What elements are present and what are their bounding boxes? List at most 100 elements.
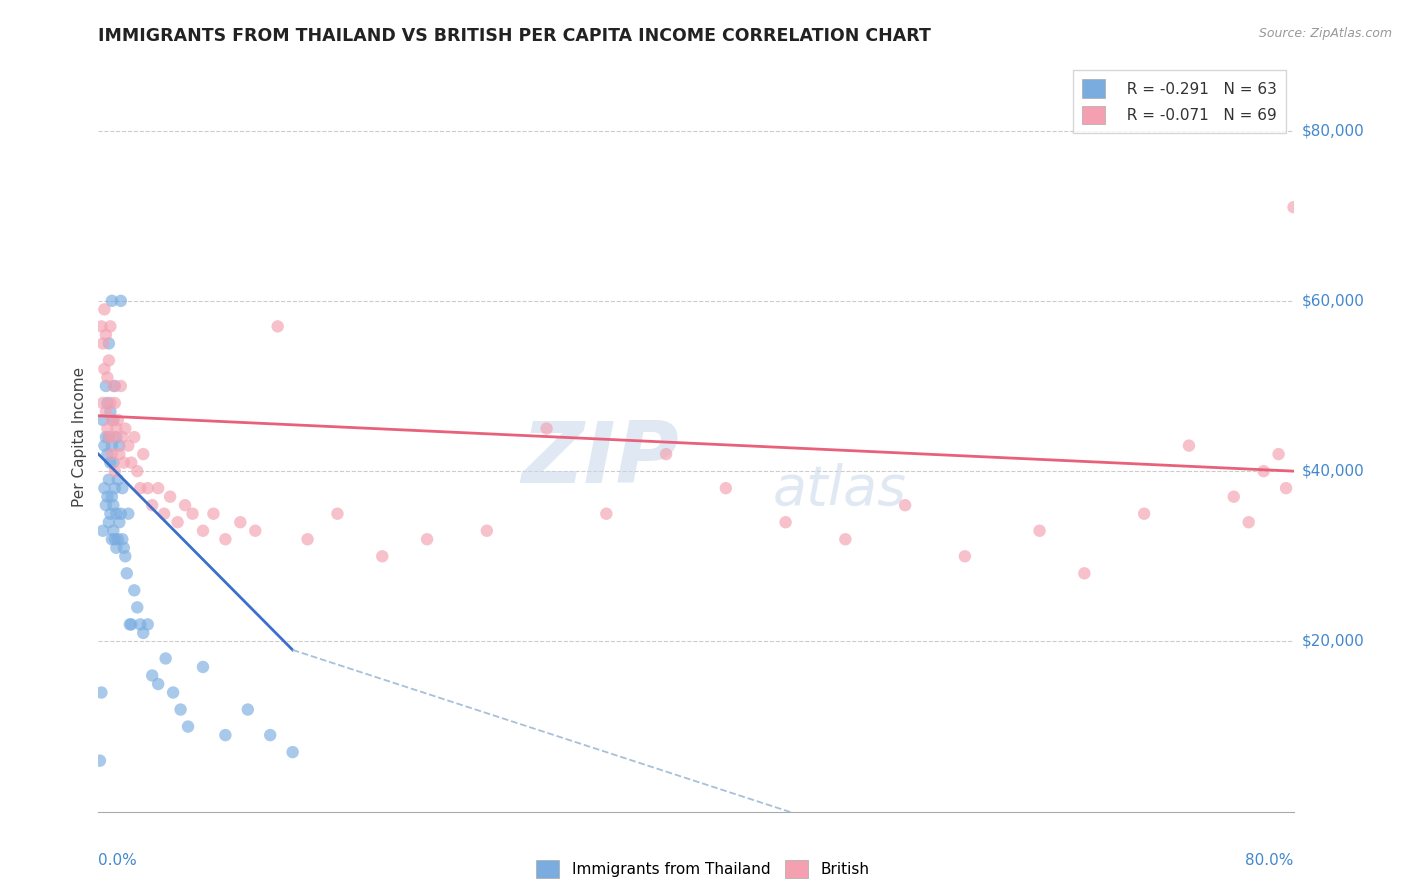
Point xyxy=(103,456,125,470)
Point xyxy=(110,379,132,393)
Point xyxy=(166,515,188,529)
Point xyxy=(120,617,142,632)
Point xyxy=(97,430,120,444)
Point xyxy=(101,293,124,308)
Point xyxy=(93,302,115,317)
Point xyxy=(834,533,856,547)
Text: 80.0%: 80.0% xyxy=(1246,853,1294,868)
Point xyxy=(114,549,136,564)
Point xyxy=(127,600,149,615)
Point xyxy=(267,319,290,334)
Point xyxy=(169,702,191,716)
Point xyxy=(1223,490,1246,504)
Point xyxy=(97,336,120,351)
Point xyxy=(108,447,131,461)
Point xyxy=(103,430,125,444)
Point xyxy=(108,439,131,453)
Point xyxy=(245,524,267,538)
Point xyxy=(214,533,236,547)
Point xyxy=(101,447,124,461)
Point xyxy=(120,456,142,470)
Point xyxy=(89,754,111,768)
Point xyxy=(111,533,134,547)
Point xyxy=(101,490,124,504)
Point xyxy=(159,490,181,504)
Point xyxy=(110,293,132,308)
Point xyxy=(181,507,204,521)
Point xyxy=(117,439,139,453)
Point xyxy=(104,464,127,478)
Point xyxy=(107,413,129,427)
Point xyxy=(124,583,146,598)
Point xyxy=(1028,524,1050,538)
Point xyxy=(132,447,155,461)
Point xyxy=(214,728,236,742)
Point xyxy=(112,541,135,555)
Point xyxy=(97,353,120,368)
Point xyxy=(105,541,128,555)
Point xyxy=(112,456,135,470)
Point xyxy=(105,507,128,521)
Point xyxy=(297,533,319,547)
Point xyxy=(141,498,163,512)
Point xyxy=(155,651,177,665)
Point xyxy=(93,362,115,376)
Point xyxy=(111,430,134,444)
Point xyxy=(97,430,120,444)
Point xyxy=(96,447,118,461)
Point xyxy=(104,481,127,495)
Point xyxy=(174,498,197,512)
Point xyxy=(104,379,127,393)
Text: $60,000: $60,000 xyxy=(1302,293,1365,309)
Point xyxy=(177,720,200,734)
Point xyxy=(104,396,127,410)
Point xyxy=(127,464,149,478)
Point xyxy=(98,507,122,521)
Point xyxy=(136,617,159,632)
Point xyxy=(90,319,112,334)
Point xyxy=(655,447,678,461)
Point xyxy=(96,396,118,410)
Point xyxy=(202,507,225,521)
Point xyxy=(98,404,122,418)
Point xyxy=(107,533,129,547)
Point xyxy=(894,498,917,512)
Point xyxy=(1253,464,1275,478)
Text: 0.0%: 0.0% xyxy=(98,853,138,868)
Point xyxy=(595,507,617,521)
Point xyxy=(98,396,122,410)
Point xyxy=(236,702,259,716)
Text: Source: ZipAtlas.com: Source: ZipAtlas.com xyxy=(1258,27,1392,40)
Point xyxy=(94,327,117,342)
Point xyxy=(105,421,128,435)
Point xyxy=(229,515,252,529)
Point xyxy=(90,685,112,699)
Text: atlas: atlas xyxy=(772,463,907,516)
Point xyxy=(104,533,127,547)
Point xyxy=(91,413,114,427)
Point xyxy=(1237,515,1260,529)
Point xyxy=(114,421,136,435)
Point xyxy=(115,566,138,581)
Point xyxy=(91,524,114,538)
Point xyxy=(259,728,281,742)
Point xyxy=(1073,566,1095,581)
Point xyxy=(191,660,214,674)
Legend:   R = -0.291   N = 63,   R = -0.071   N = 69: R = -0.291 N = 63, R = -0.071 N = 69 xyxy=(1073,70,1286,133)
Text: IMMIGRANTS FROM THAILAND VS BRITISH PER CAPITA INCOME CORRELATION CHART: IMMIGRANTS FROM THAILAND VS BRITISH PER … xyxy=(98,27,931,45)
Point xyxy=(105,430,128,444)
Point xyxy=(97,515,120,529)
Point xyxy=(94,430,117,444)
Point xyxy=(111,481,134,495)
Point xyxy=(124,430,146,444)
Point xyxy=(107,473,129,487)
Legend: Immigrants from Thailand, British: Immigrants from Thailand, British xyxy=(530,854,876,884)
Point xyxy=(148,481,170,495)
Point xyxy=(153,507,176,521)
Point xyxy=(98,456,122,470)
Point xyxy=(1282,200,1305,214)
Point xyxy=(132,626,155,640)
Point xyxy=(101,413,124,427)
Point xyxy=(326,507,349,521)
Point xyxy=(775,515,797,529)
